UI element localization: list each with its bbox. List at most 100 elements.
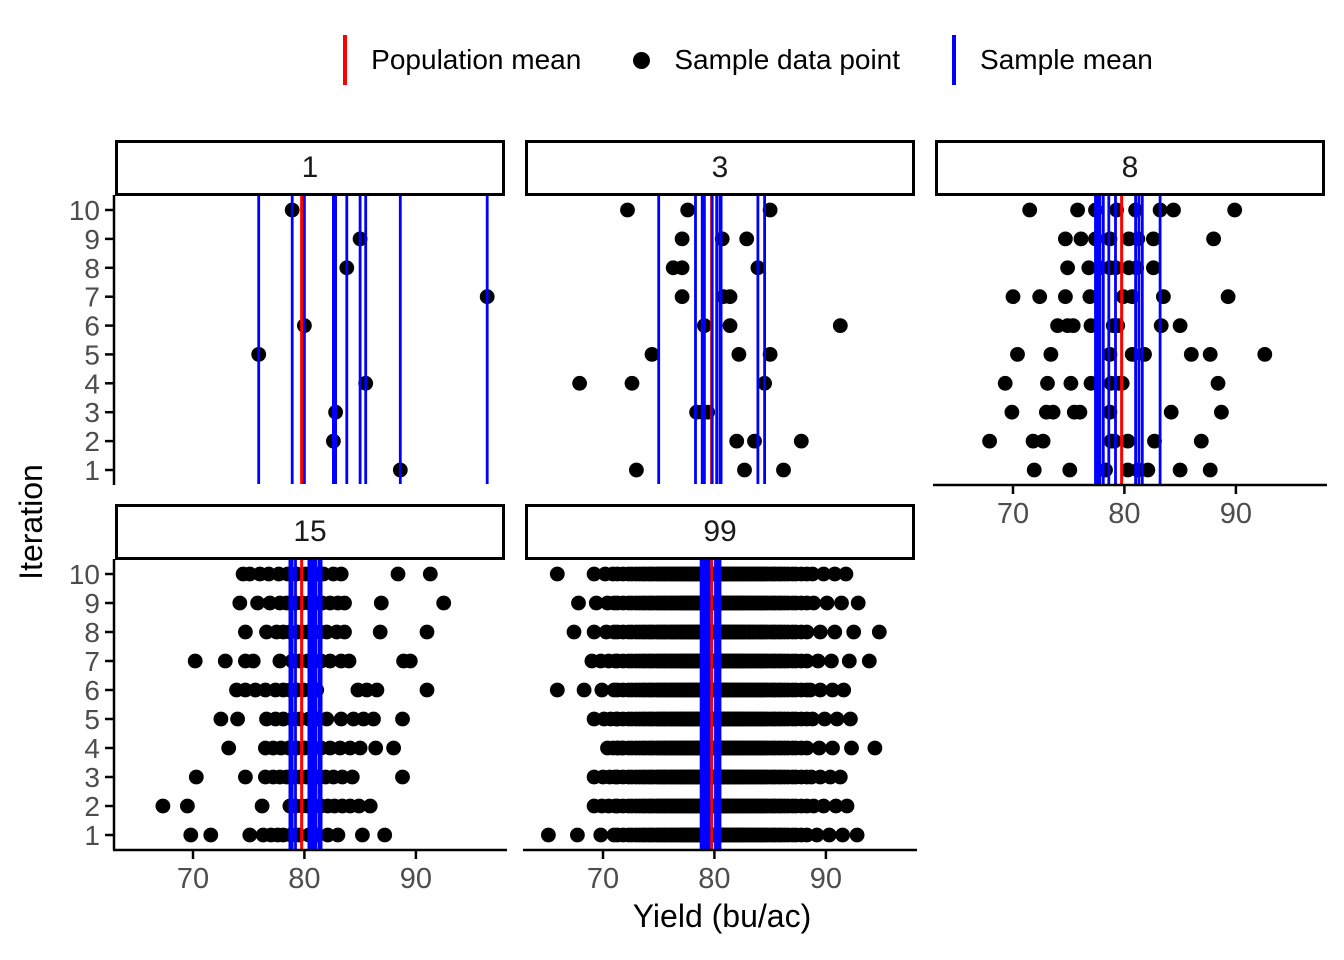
sample-data-point — [187, 653, 203, 669]
sample-data-point — [242, 827, 258, 843]
x-axis-tick-label: 90 — [810, 863, 842, 895]
sample-data-point — [232, 595, 248, 611]
legend-item-population-mean: Population mean — [343, 35, 581, 85]
y-axis-tick-label: 1 — [84, 455, 100, 486]
y-axis-tick-label: 1 — [84, 820, 100, 851]
facet-strip-label: 8 — [1121, 151, 1139, 184]
sample-data-point — [230, 711, 246, 727]
sample-data-point — [674, 231, 690, 247]
sample-data-point — [805, 566, 820, 582]
sample-data-point — [729, 433, 745, 449]
y-axis-tick-label: 2 — [84, 426, 100, 457]
sample-data-point — [832, 769, 848, 785]
sample-data-point — [377, 827, 393, 843]
sample-data-point — [221, 740, 237, 756]
sample-data-point — [817, 711, 833, 727]
sample-data-point — [1227, 202, 1243, 218]
sample-data-point — [238, 769, 253, 785]
sample-data-point — [1202, 462, 1218, 478]
sample-data-point — [827, 566, 843, 582]
y-axis-tick-label: 9 — [84, 588, 100, 619]
sample-data-point — [1082, 289, 1098, 305]
sample-data-point — [629, 462, 644, 478]
sample-data-point — [620, 202, 635, 218]
sample-data-point — [1058, 231, 1073, 247]
sample-data-point — [812, 682, 828, 698]
sample-data-point — [541, 827, 556, 843]
sample-data-point — [245, 653, 261, 669]
sample-data-point — [570, 827, 585, 843]
sample-data-point — [644, 347, 660, 362]
sample-data-point — [436, 595, 452, 611]
sample-data-point — [997, 375, 1013, 391]
sample-data-point — [1120, 433, 1136, 449]
sample-data-point — [846, 624, 862, 640]
sample-data-point — [369, 682, 385, 698]
sample-data-point — [1172, 318, 1188, 333]
y-axis-tick-label: 7 — [84, 282, 100, 313]
x-axis-tick-label: 70 — [587, 863, 619, 895]
sample-data-point — [762, 347, 778, 362]
sample-data-point — [586, 624, 602, 640]
sample-data-point — [816, 566, 831, 582]
sample-data-point — [1045, 404, 1061, 420]
sample-data-point — [867, 740, 883, 756]
sample-data-point — [793, 433, 809, 449]
sample-data-point — [1202, 347, 1218, 362]
facet-strip-1: 1 — [115, 140, 505, 196]
sample-data-point — [799, 624, 815, 640]
sample-data-point — [836, 682, 852, 698]
sample-data-point — [238, 624, 253, 640]
sample-data-point — [1147, 433, 1162, 449]
facet-strip-label: 15 — [293, 515, 327, 548]
sample-data-point — [576, 682, 592, 698]
sample-data-point — [1257, 347, 1273, 362]
sample-data-point — [330, 827, 346, 843]
sample-data-point — [812, 624, 828, 640]
sample-data-point — [810, 653, 826, 669]
y-axis-tick-label: 3 — [84, 397, 100, 428]
sample-data-point — [829, 711, 845, 727]
sample-data-point — [828, 798, 844, 814]
sample-data-point — [362, 798, 378, 814]
y-axis-tick-label: 8 — [84, 253, 100, 284]
sample-data-point — [1004, 404, 1020, 420]
sample-data-point — [1163, 404, 1179, 420]
sample-data-point — [737, 462, 752, 478]
legend-item-label: Sample data point — [674, 44, 901, 75]
facet-strip-label: 1 — [301, 151, 319, 184]
sample-data-point — [272, 653, 288, 669]
facet-strip-99: 99 — [525, 504, 915, 560]
sample-data-point — [571, 595, 586, 611]
y-axis-tick-label: 2 — [84, 791, 100, 822]
sample-data-point — [739, 231, 755, 247]
sample-data-point — [841, 653, 857, 669]
x-axis-tick-label: 80 — [698, 863, 730, 895]
sample-data-point — [832, 318, 848, 333]
sample-data-point — [624, 375, 640, 391]
sample-data-point — [1206, 231, 1221, 247]
sample-data-point — [1035, 433, 1051, 449]
sample-data-point — [337, 595, 352, 611]
sample-data-point — [861, 653, 877, 669]
sample-data-point — [1072, 404, 1088, 420]
sample-data-point — [731, 347, 747, 362]
sample-data-point — [680, 202, 696, 218]
sample-mean-line-icon — [952, 35, 957, 85]
sample-data-point — [155, 798, 171, 814]
sample-data-point — [1032, 289, 1048, 305]
sample-data-point — [844, 740, 859, 756]
sample-data-point — [333, 711, 349, 727]
sample-data-point — [351, 798, 367, 814]
sample-data-point — [1043, 347, 1059, 362]
sample-data-point — [806, 595, 821, 611]
sample-data-point — [188, 769, 204, 785]
sample-data-point — [1214, 404, 1229, 420]
sample-data-point — [747, 433, 762, 449]
sample-data-point — [799, 653, 815, 669]
x-axis-tick-label: 70 — [177, 863, 209, 895]
sample-data-point — [352, 740, 368, 756]
sample-data-point — [821, 827, 837, 843]
sample-data-point — [203, 827, 219, 843]
